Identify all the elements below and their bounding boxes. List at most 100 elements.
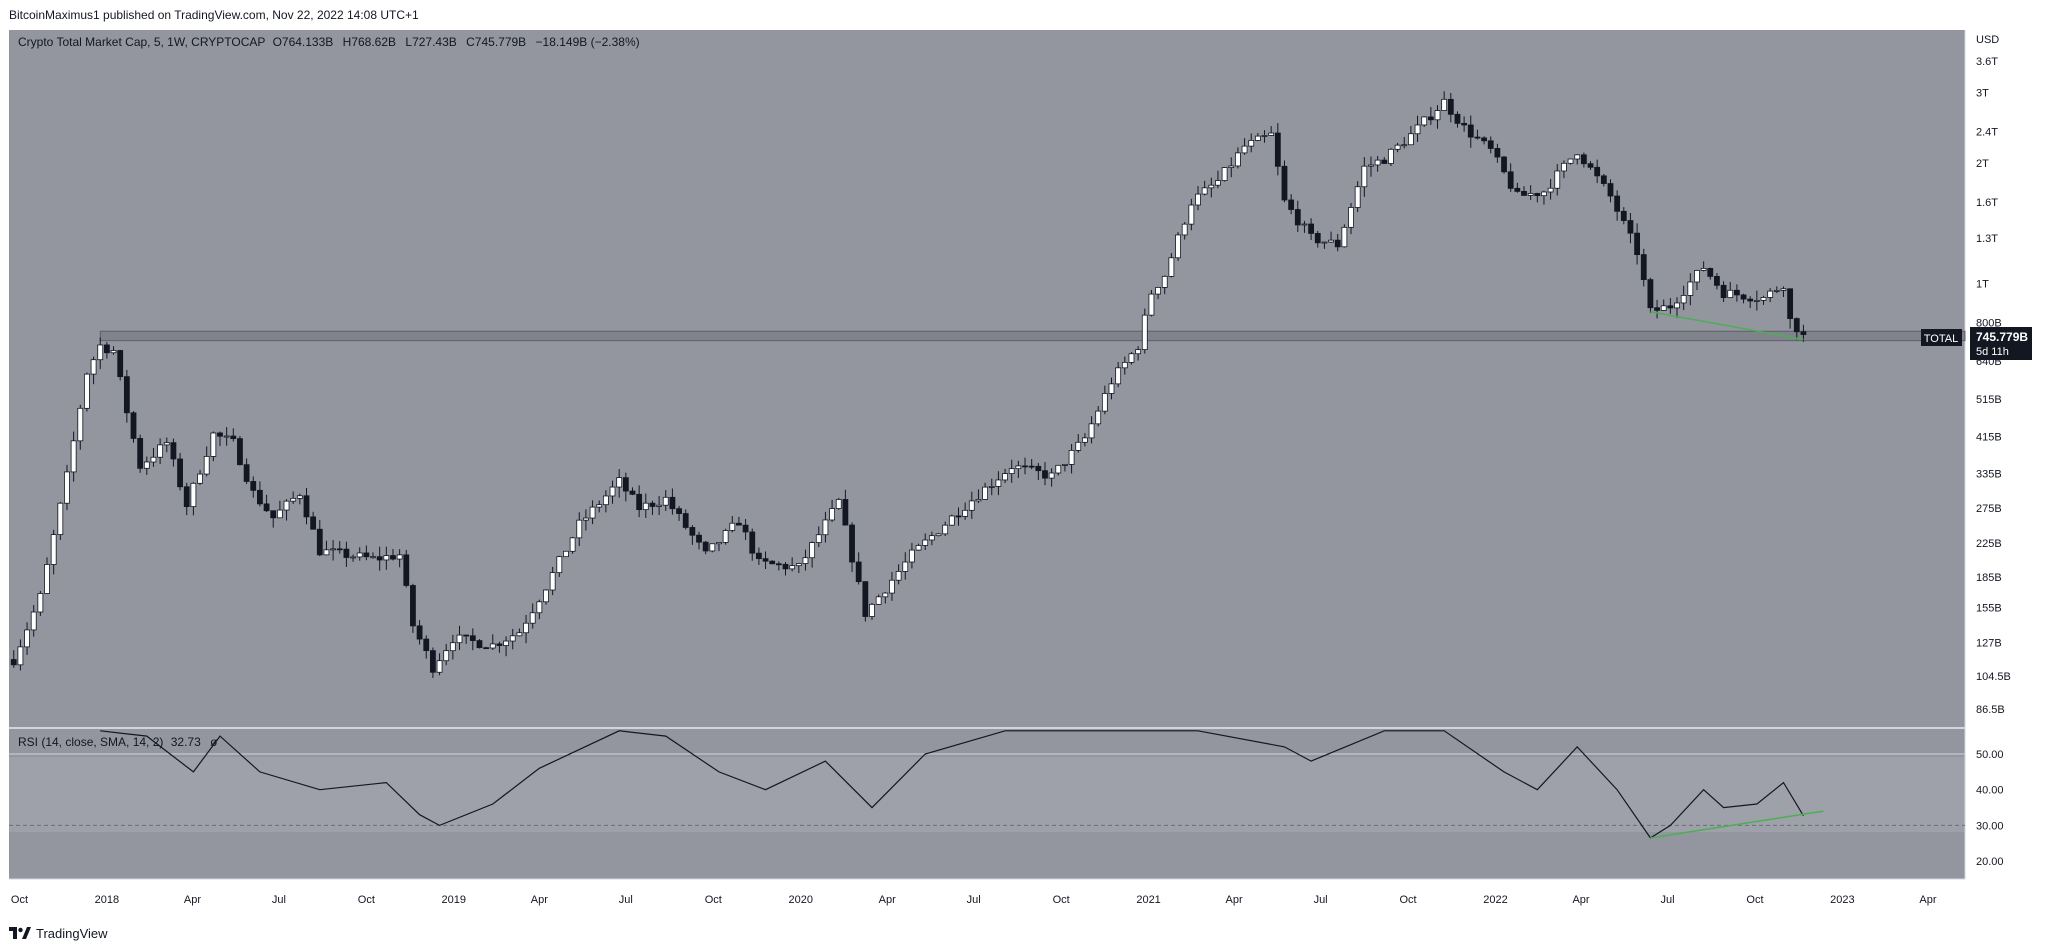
candle[interactable]: [1680, 285, 1687, 311]
candle[interactable]: [1328, 231, 1334, 243]
candle[interactable]: [536, 599, 543, 620]
candle[interactable]: [1501, 155, 1507, 174]
candle[interactable]: [722, 528, 729, 545]
candle[interactable]: [669, 488, 676, 515]
candle[interactable]: [1561, 160, 1567, 179]
candle[interactable]: [583, 509, 589, 531]
candle[interactable]: [383, 546, 390, 570]
candle[interactable]: [1427, 106, 1434, 125]
candle[interactable]: [1447, 93, 1454, 123]
candle[interactable]: [529, 603, 536, 629]
candle[interactable]: [1228, 157, 1235, 178]
candle[interactable]: [1274, 123, 1281, 176]
candle[interactable]: [649, 500, 656, 515]
candle[interactable]: [702, 540, 709, 555]
candle[interactable]: [1454, 111, 1461, 128]
candle[interactable]: [223, 426, 230, 446]
candle[interactable]: [390, 548, 396, 561]
candle[interactable]: [296, 493, 303, 505]
candle[interactable]: [942, 521, 949, 536]
candle[interactable]: [1714, 273, 1720, 290]
candle[interactable]: [489, 634, 496, 651]
candle[interactable]: [456, 625, 463, 650]
candle[interactable]: [988, 478, 995, 496]
rsi-trendline[interactable]: [1650, 810, 1824, 839]
candle[interactable]: [237, 436, 243, 466]
candle[interactable]: [1101, 385, 1108, 415]
candle[interactable]: [336, 541, 343, 554]
candle[interactable]: [270, 510, 277, 528]
candle[interactable]: [1534, 192, 1541, 203]
candle[interactable]: [935, 533, 942, 537]
candle[interactable]: [17, 639, 24, 671]
candle[interactable]: [596, 500, 603, 513]
candle[interactable]: [97, 337, 104, 370]
candle[interactable]: [1121, 356, 1128, 375]
candle[interactable]: [403, 549, 410, 588]
candle[interactable]: [822, 511, 829, 543]
candle[interactable]: [1088, 416, 1095, 444]
candle[interactable]: [1135, 346, 1142, 361]
candle[interactable]: [1793, 317, 1800, 340]
candle[interactable]: [57, 501, 64, 541]
candle[interactable]: [143, 456, 150, 475]
candle[interactable]: [1008, 459, 1015, 483]
candle[interactable]: [1235, 147, 1241, 169]
candle[interactable]: [815, 526, 822, 548]
candle[interactable]: [443, 643, 450, 666]
candle[interactable]: [842, 489, 849, 526]
candle[interactable]: [1634, 223, 1640, 265]
candle[interactable]: [849, 522, 855, 573]
candle[interactable]: [1241, 138, 1248, 155]
candle[interactable]: [1580, 152, 1587, 168]
candle[interactable]: [177, 452, 183, 491]
candle[interactable]: [1075, 434, 1082, 453]
candle[interactable]: [1720, 281, 1727, 303]
candle[interactable]: [1368, 156, 1374, 177]
candle[interactable]: [170, 438, 177, 467]
candle[interactable]: [1660, 299, 1667, 311]
candle[interactable]: [30, 605, 37, 637]
candle[interactable]: [742, 519, 749, 540]
candle[interactable]: [1068, 443, 1075, 474]
candle[interactable]: [1195, 186, 1201, 211]
candle[interactable]: [1760, 295, 1767, 305]
candle[interactable]: [1002, 468, 1008, 484]
candle[interactable]: [968, 491, 975, 519]
candle[interactable]: [835, 497, 842, 510]
candle[interactable]: [463, 634, 470, 644]
candle[interactable]: [1481, 136, 1487, 145]
candle[interactable]: [123, 369, 130, 423]
candle[interactable]: [310, 511, 317, 530]
candle[interactable]: [1168, 253, 1175, 278]
candle[interactable]: [1527, 185, 1534, 201]
candle[interactable]: [543, 589, 549, 605]
candle[interactable]: [915, 543, 922, 551]
candle[interactable]: [1467, 115, 1474, 148]
candle[interactable]: [203, 446, 210, 477]
candle[interactable]: [1600, 173, 1607, 187]
candle[interactable]: [449, 634, 456, 660]
candle[interactable]: [1753, 290, 1760, 311]
candle[interactable]: [276, 500, 283, 519]
candle[interactable]: [569, 536, 576, 554]
candle[interactable]: [363, 545, 370, 561]
rsi-line[interactable]: [100, 730, 1804, 839]
candle[interactable]: [948, 514, 955, 526]
candle[interactable]: [84, 372, 90, 412]
candle[interactable]: [110, 346, 117, 355]
candle[interactable]: [70, 431, 77, 482]
candle[interactable]: [1521, 186, 1527, 196]
candle[interactable]: [516, 628, 523, 637]
candle[interactable]: [1687, 273, 1694, 306]
candle[interactable]: [1128, 352, 1135, 365]
candle[interactable]: [1474, 129, 1481, 140]
candle[interactable]: [875, 594, 882, 605]
candle[interactable]: [1733, 284, 1740, 302]
candle[interactable]: [429, 647, 436, 679]
candle[interactable]: [10, 650, 17, 668]
candle[interactable]: [662, 490, 669, 511]
candle[interactable]: [303, 487, 310, 525]
candle[interactable]: [1401, 136, 1408, 149]
candle[interactable]: [775, 561, 782, 571]
